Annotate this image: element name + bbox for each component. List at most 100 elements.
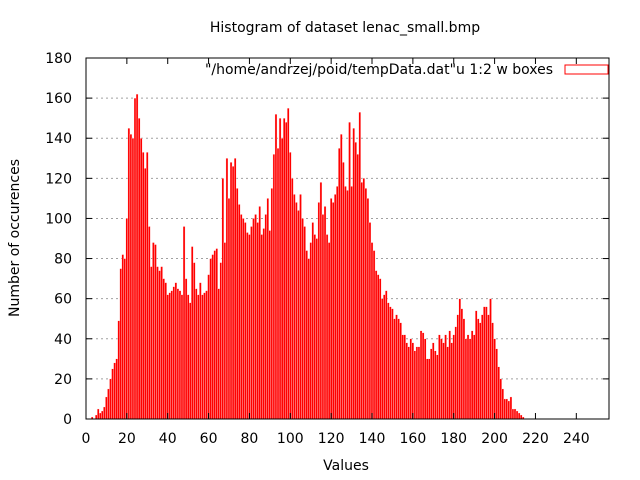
chart-title: Histogram of dataset lenac_small.bmp bbox=[210, 20, 480, 36]
histogram-bar bbox=[315, 238, 319, 420]
histogram-bar bbox=[119, 268, 122, 420]
histogram-bar bbox=[505, 398, 509, 420]
histogram-bar bbox=[246, 232, 249, 420]
histogram-bar bbox=[223, 242, 227, 420]
histogram-bar bbox=[356, 154, 359, 420]
histogram-bar bbox=[250, 226, 253, 420]
histogram-bar bbox=[154, 244, 157, 420]
histogram-bar bbox=[213, 250, 216, 420]
histogram-bar bbox=[107, 388, 110, 420]
histogram-bar bbox=[162, 278, 165, 420]
histogram-bar bbox=[229, 162, 233, 420]
histogram-bar bbox=[454, 326, 457, 420]
histogram-bar bbox=[401, 334, 404, 420]
histogram-bar bbox=[295, 202, 298, 420]
histogram-bar bbox=[313, 234, 316, 420]
histogram-bar bbox=[350, 186, 353, 420]
histogram-bar bbox=[266, 198, 269, 420]
histogram-bar bbox=[346, 190, 349, 420]
histogram-bar bbox=[434, 350, 437, 420]
histogram-bar bbox=[483, 306, 486, 420]
histogram-bar bbox=[231, 166, 235, 420]
histogram-bar bbox=[168, 292, 171, 420]
y-tick-label: 0 bbox=[63, 412, 72, 428]
histogram-bar bbox=[509, 396, 513, 420]
histogram-bar bbox=[352, 128, 355, 420]
legend-label: "/home/andrzej/poid/tempData.dat"u 1:2 w… bbox=[205, 62, 553, 78]
histogram-bar bbox=[481, 314, 484, 420]
histogram-bar bbox=[436, 354, 439, 420]
histogram-bar bbox=[479, 322, 482, 420]
histogram-bar bbox=[111, 368, 114, 420]
histogram-bar bbox=[131, 138, 135, 420]
histogram-bar bbox=[513, 408, 517, 420]
histogram-bar bbox=[199, 282, 202, 420]
histogram-bar bbox=[344, 186, 347, 420]
histogram-bar bbox=[413, 350, 417, 420]
histogram-bar bbox=[238, 204, 241, 420]
histogram-bar bbox=[248, 234, 251, 420]
histogram-bar bbox=[423, 338, 427, 420]
histogram-bar bbox=[150, 266, 153, 420]
histogram-bar bbox=[276, 148, 280, 420]
histogram-bar bbox=[497, 366, 500, 420]
histogram-bar bbox=[105, 396, 108, 420]
histogram-bar bbox=[254, 214, 257, 420]
histogram-bar bbox=[152, 242, 155, 420]
histogram-bar bbox=[137, 118, 141, 420]
histogram-bar bbox=[342, 162, 345, 420]
x-tick-label: 40 bbox=[159, 431, 177, 447]
histogram-bar bbox=[458, 298, 462, 420]
histogram-bar bbox=[399, 322, 402, 420]
histogram-bar bbox=[327, 242, 331, 420]
x-axis-label: Values bbox=[323, 458, 369, 474]
y-tick-label: 80 bbox=[54, 252, 72, 268]
histogram-bar bbox=[139, 138, 143, 420]
histogram-bar bbox=[299, 194, 302, 420]
histogram-bar bbox=[329, 198, 333, 420]
histogram-bar bbox=[297, 210, 300, 420]
histogram-bar bbox=[146, 152, 149, 420]
histogram-bar bbox=[511, 408, 515, 420]
histogram-bar bbox=[174, 282, 178, 420]
histogram-bar bbox=[117, 320, 120, 420]
legend: "/home/andrzej/poid/tempData.dat"u 1:2 w… bbox=[205, 62, 609, 78]
histogram-bar bbox=[395, 314, 398, 420]
histogram-bar bbox=[391, 308, 394, 420]
histogram-bar bbox=[348, 122, 351, 420]
histogram-bar bbox=[397, 318, 400, 420]
x-tick-label: 200 bbox=[481, 431, 508, 447]
histogram-bar bbox=[464, 338, 468, 420]
histogram-bar bbox=[507, 400, 511, 420]
histogram-bar bbox=[446, 346, 449, 420]
x-tick-label: 240 bbox=[563, 431, 590, 447]
histogram-bar bbox=[236, 188, 239, 420]
histogram-bar bbox=[293, 194, 296, 420]
histogram-bar bbox=[425, 358, 429, 420]
histogram-bar bbox=[256, 222, 259, 420]
histogram-bar bbox=[95, 414, 98, 420]
histogram-bar bbox=[376, 274, 380, 420]
histogram-bar bbox=[217, 288, 220, 420]
histogram-bar bbox=[389, 306, 392, 420]
histogram-bar bbox=[121, 254, 124, 420]
histogram-bar bbox=[262, 228, 265, 420]
plot-frame bbox=[85, 57, 610, 420]
histogram-bar bbox=[274, 114, 278, 420]
x-tick-label: 180 bbox=[440, 431, 467, 447]
histogram-bar bbox=[409, 338, 412, 420]
histogram-bar bbox=[364, 188, 368, 420]
histogram-bar bbox=[303, 226, 306, 420]
histogram-bar bbox=[156, 266, 159, 420]
histogram-bar bbox=[517, 412, 521, 420]
histogram-bar bbox=[411, 342, 415, 420]
axis-ticks bbox=[85, 57, 609, 420]
histogram-bar bbox=[319, 182, 323, 420]
x-tick-label: 120 bbox=[318, 431, 345, 447]
histogram-bar bbox=[123, 258, 126, 420]
histogram-bar bbox=[268, 230, 272, 420]
x-tick-labels: 0 20 40 60 80 100 120 140 160 180 200 220 240 bbox=[82, 431, 590, 447]
histogram-bar bbox=[227, 198, 231, 420]
histogram-bar bbox=[195, 288, 198, 420]
